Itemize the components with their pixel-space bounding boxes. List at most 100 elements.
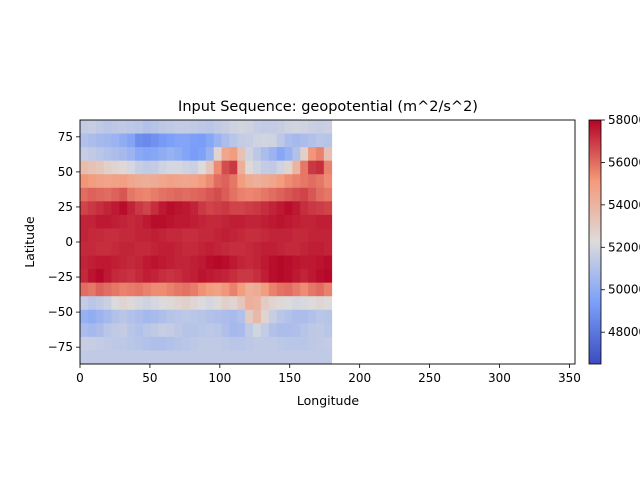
heatmap-cell	[150, 350, 160, 365]
heatmap-cell	[190, 133, 199, 148]
colorbar-tick-label: 50000	[608, 283, 640, 297]
heatmap-cell	[323, 242, 333, 256]
heatmap-cell	[315, 174, 325, 189]
heatmap-cell	[292, 269, 301, 284]
heatmap-cell	[166, 228, 175, 243]
heatmap-cell	[87, 160, 97, 175]
heatmap-cell	[268, 160, 278, 175]
heatmap-cell	[323, 255, 333, 270]
heatmap-cell	[260, 323, 270, 338]
x-tick-label: 200	[348, 371, 371, 385]
heatmap-cell	[158, 120, 167, 134]
heatmap-cell	[268, 214, 278, 229]
heatmap-cell	[260, 133, 270, 148]
heatmap-cell	[253, 133, 262, 148]
heatmap-cell	[135, 214, 144, 229]
heatmap-cell	[253, 336, 262, 351]
colorbar-tick-label: 52000	[608, 240, 640, 254]
heatmap-cell	[213, 336, 222, 351]
heatmap-cell	[127, 309, 136, 324]
heatmap-cell	[323, 336, 333, 351]
heatmap-cell	[127, 255, 136, 270]
heatmap-cell	[142, 255, 152, 270]
heatmap-cell	[245, 282, 254, 297]
heatmap-cell	[292, 282, 301, 297]
heatmap-cell	[292, 350, 301, 365]
heatmap-cell	[237, 269, 246, 284]
heatmap-cell	[119, 160, 128, 175]
heatmap-cell	[260, 147, 270, 162]
heatmap-cell	[142, 323, 152, 338]
heatmap-cell	[174, 133, 183, 148]
heatmap-cell	[190, 120, 199, 134]
heatmap-cell	[119, 133, 128, 148]
heatmap-cell	[158, 309, 167, 324]
heatmap-cell	[205, 255, 215, 270]
heatmap-cell	[150, 296, 160, 311]
heatmap-cell	[205, 350, 215, 365]
heatmap-cell	[323, 323, 333, 338]
heatmap-cell	[103, 255, 112, 270]
heatmap-cell	[190, 201, 199, 216]
heatmap-cell	[135, 255, 144, 270]
heatmap-cell	[103, 201, 112, 216]
heatmap-cell	[205, 309, 215, 324]
heatmap-cell	[103, 160, 112, 175]
heatmap-cell	[245, 187, 254, 202]
heatmap-cell	[111, 309, 120, 324]
heatmap-cell	[158, 174, 167, 189]
heatmap-cell	[300, 160, 309, 175]
heatmap-cell	[284, 187, 293, 202]
heatmap-cell	[237, 228, 246, 243]
heatmap-cell	[166, 296, 175, 311]
heatmap-cell	[284, 228, 293, 243]
heatmap-cell	[150, 309, 160, 324]
heatmap-cell	[103, 336, 112, 351]
heatmap-cell	[190, 269, 199, 284]
heatmap-cell	[284, 255, 293, 270]
heatmap-cell	[205, 282, 215, 297]
heatmap-cell	[260, 336, 270, 351]
heatmap-cell	[135, 187, 144, 202]
heatmap-cell	[253, 228, 262, 243]
heatmap-cell	[103, 187, 112, 202]
heatmap-cell	[221, 309, 230, 324]
heatmap-cell	[260, 296, 270, 311]
heatmap-cell	[260, 187, 270, 202]
heatmap-cell	[166, 160, 175, 175]
x-tick-label: 250	[418, 371, 441, 385]
heatmap-cell	[119, 336, 128, 351]
heatmap-cell	[229, 174, 238, 189]
heatmap-cell	[245, 336, 254, 351]
heatmap-cell	[182, 282, 191, 297]
heatmap-cell	[245, 242, 254, 256]
x-tick-label: 350	[558, 371, 581, 385]
heatmap-cell	[80, 201, 89, 216]
heatmap-cell	[87, 187, 97, 202]
heatmap-cell	[315, 296, 325, 311]
heatmap-cell	[197, 350, 207, 365]
heatmap-cell	[142, 201, 152, 216]
heatmap-cell	[315, 147, 325, 162]
heatmap-cell	[213, 133, 222, 148]
heatmap-cell	[292, 323, 301, 338]
heatmap-cell	[135, 242, 144, 256]
heatmap-cell	[95, 120, 104, 134]
heatmap-cell	[182, 214, 191, 229]
heatmap-cell	[253, 160, 262, 175]
heatmap-cell	[182, 296, 191, 311]
heatmap-cell	[276, 242, 285, 256]
heatmap-cell	[80, 269, 89, 284]
heatmap-cell	[127, 120, 136, 134]
x-axis-ticks: 0 50 100 150 200 250 300 350	[76, 364, 581, 385]
heatmap-cell	[95, 201, 104, 216]
heatmap-cell	[315, 242, 325, 256]
heatmap-cell	[166, 282, 175, 297]
heatmap-cell	[103, 269, 112, 284]
heatmap-cell	[80, 309, 89, 324]
heatmap-cell	[95, 323, 104, 338]
heatmap-cell	[119, 201, 128, 216]
heatmap-cell	[95, 350, 104, 365]
heatmap-cell	[205, 133, 215, 148]
heatmap-cell	[237, 309, 246, 324]
